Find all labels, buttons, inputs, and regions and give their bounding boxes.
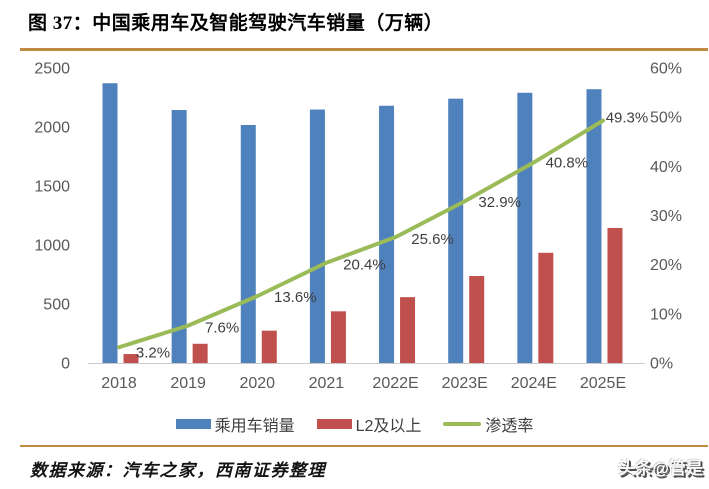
right-axis-tick-label: 10% xyxy=(650,306,682,323)
x-axis-tick-label: 2022E xyxy=(372,375,418,392)
bar-passenger-sales xyxy=(171,110,187,364)
x-axis-tick-label: 2018 xyxy=(101,375,137,392)
left-axis-tick-label: 2500 xyxy=(34,61,70,78)
bottom-divider-rule xyxy=(20,445,708,447)
right-axis-tick-label: 60% xyxy=(650,61,682,78)
right-axis-tick-label: 0% xyxy=(650,356,673,373)
bar-passenger-sales xyxy=(517,92,533,363)
right-axis-tick-label: 40% xyxy=(650,159,682,176)
x-axis-tick-label: 2024E xyxy=(511,375,557,392)
legend-item-l2-plus: L2及以上 xyxy=(316,412,422,436)
bar-l2-plus xyxy=(123,354,139,363)
legend-swatch-green-line xyxy=(443,422,482,426)
x-axis-tick-label: 2021 xyxy=(309,375,345,392)
x-axis-tick-label: 2025E xyxy=(580,375,626,392)
penetration-point-label: 3.2% xyxy=(136,344,170,361)
penetration-point-label: 7.6% xyxy=(205,320,239,337)
bar-l2-plus xyxy=(330,311,346,363)
bar-l2-plus xyxy=(400,297,416,363)
bar-passenger-sales xyxy=(448,98,464,364)
x-axis-tick-label: 2023E xyxy=(442,375,488,392)
bar-passenger-sales xyxy=(102,83,118,364)
penetration-line xyxy=(117,118,605,350)
right-axis-tick-label: 30% xyxy=(650,208,682,225)
bar-passenger-sales xyxy=(309,109,325,363)
watermark-text: 头条@管是 xyxy=(618,459,703,478)
x-axis-tick-label: 2020 xyxy=(239,375,275,392)
left-axis-tick-label: 500 xyxy=(43,297,70,314)
legend-label-l2-plus: L2及以上 xyxy=(355,418,422,435)
chart-legend: 乘用车销量 L2及以上 渗透率 xyxy=(0,411,709,437)
legend-swatch-red-bar xyxy=(316,419,352,429)
right-axis-tick-label: 20% xyxy=(650,257,682,274)
penetration-point-label: 32.9% xyxy=(478,194,521,211)
bar-l2-plus xyxy=(469,276,485,363)
penetration-point-label: 13.6% xyxy=(274,289,317,306)
bar-passenger-sales xyxy=(379,105,395,363)
penetration-point-label: 25.6% xyxy=(411,231,454,248)
legend-item-penetration: 渗透率 xyxy=(443,412,533,436)
left-axis-tick-label: 2000 xyxy=(34,120,70,137)
penetration-point-label: 49.3% xyxy=(606,110,649,127)
bar-l2-plus xyxy=(538,252,554,363)
top-divider-rule xyxy=(20,48,708,51)
left-axis-tick-label: 1500 xyxy=(34,179,70,196)
x-axis-tick-label: 2019 xyxy=(170,375,206,392)
data-source-note: 数据来源：汽车之家，西南证券整理 xyxy=(30,461,326,480)
sales-penetration-chart: 0 500 1000 1500 2000 2500 0% 10% 20% 30% 40% 50% 60%… xyxy=(34,61,682,393)
legend-swatch-blue-bar xyxy=(175,419,211,429)
bar-passenger-sales xyxy=(586,89,602,364)
right-axis-tick-label: 50% xyxy=(650,110,682,127)
bar-l2-plus xyxy=(261,330,277,363)
legend-label-penetration: 渗透率 xyxy=(485,418,534,435)
bar-passenger-sales xyxy=(240,124,256,363)
figure-title: 图 37：中国乘用车及智能驾驶汽车销量（万辆） xyxy=(28,13,444,34)
left-axis-tick-label: 1000 xyxy=(34,238,70,255)
bar-l2-plus xyxy=(192,343,208,363)
legend-item-passenger-sales: 乘用车销量 xyxy=(175,412,295,436)
legend-label-passenger-sales: 乘用车销量 xyxy=(214,418,295,435)
penetration-point-label: 40.8% xyxy=(546,154,589,171)
bar-l2-plus xyxy=(607,228,623,363)
left-axis-tick-label: 0 xyxy=(61,356,70,373)
penetration-point-label: 20.4% xyxy=(343,257,386,274)
